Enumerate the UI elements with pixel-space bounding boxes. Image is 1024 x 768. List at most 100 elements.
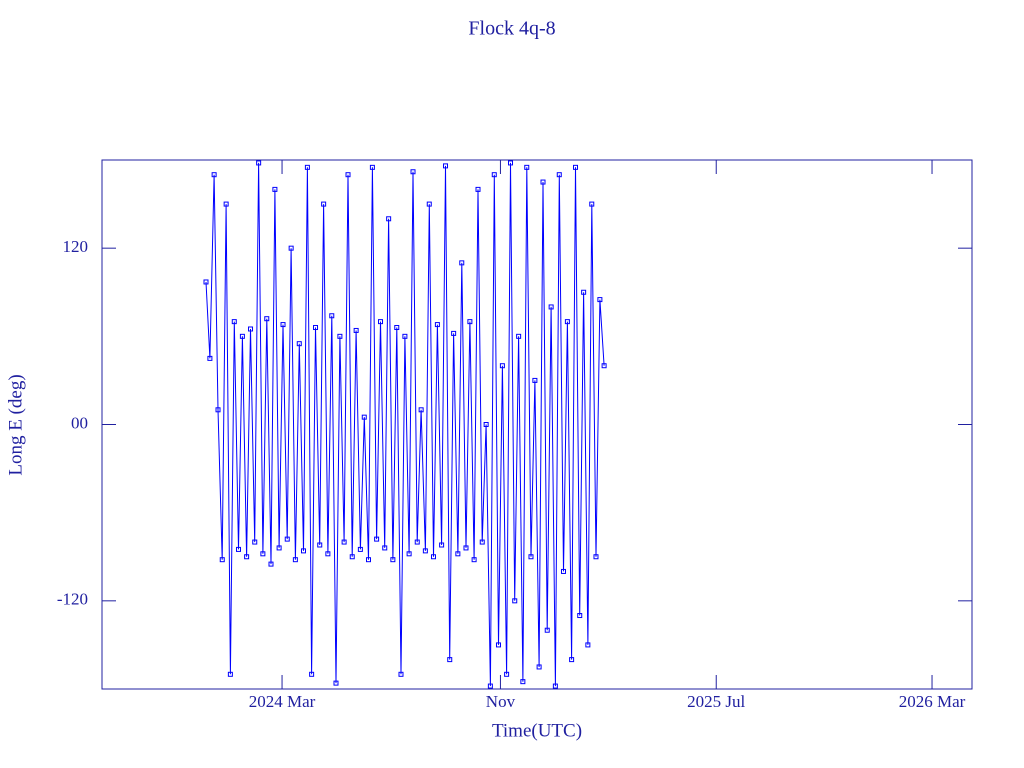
data-point — [430, 554, 436, 560]
data-point — [455, 551, 461, 557]
data-point — [276, 545, 282, 551]
data-point — [207, 355, 213, 361]
data-point — [235, 546, 241, 552]
data-point — [475, 186, 481, 192]
data-point — [390, 557, 396, 563]
data-point — [333, 680, 339, 686]
data-point — [280, 322, 286, 328]
data-point — [491, 172, 497, 178]
plot-area — [203, 160, 607, 689]
data-point — [504, 671, 510, 677]
data-point — [256, 160, 262, 166]
data-point — [597, 297, 603, 303]
data-point — [451, 330, 457, 336]
data-point — [231, 319, 237, 325]
data-point — [227, 671, 233, 677]
data-point — [495, 642, 501, 648]
data-point — [394, 325, 400, 331]
data-point — [252, 539, 258, 545]
x-tick-label: 2026 Mar — [899, 692, 966, 711]
data-point — [471, 557, 477, 563]
data-point — [369, 164, 375, 170]
data-point — [483, 422, 489, 427]
data-point — [317, 542, 323, 548]
data-point — [292, 557, 298, 563]
data-point — [345, 172, 351, 178]
data-point — [577, 613, 583, 619]
data-point — [447, 657, 453, 663]
data-point — [264, 316, 270, 322]
data-point — [211, 172, 217, 178]
data-point — [601, 363, 607, 369]
data-point — [479, 539, 485, 545]
data-point — [215, 407, 221, 413]
data-point — [544, 627, 550, 633]
data-point — [406, 551, 412, 557]
data-point — [512, 598, 518, 604]
data-point — [361, 414, 367, 420]
data-point — [272, 186, 278, 192]
x-axis-label: Time(UTC) — [492, 720, 582, 741]
data-line — [205, 162, 605, 687]
data-point — [536, 664, 542, 670]
data-point — [569, 657, 575, 663]
y-tick-label: 120 — [63, 237, 89, 256]
data-point — [508, 160, 514, 166]
data-point — [325, 551, 331, 557]
data-point — [418, 407, 424, 413]
data-point — [516, 333, 522, 339]
y-tick-label: -120 — [57, 590, 88, 609]
data-point — [244, 554, 250, 560]
data-point — [329, 313, 335, 319]
data-point — [556, 172, 562, 178]
data-point — [365, 557, 371, 563]
data-point — [443, 163, 449, 169]
data-point — [463, 545, 469, 551]
data-point — [439, 542, 445, 548]
data-point — [573, 164, 579, 170]
data-point — [304, 164, 310, 170]
data-point — [321, 201, 327, 207]
data-point — [589, 201, 595, 207]
data-point — [422, 548, 428, 554]
data-point — [357, 546, 363, 552]
data-point — [378, 319, 384, 325]
data-point — [564, 319, 570, 325]
data-point — [524, 164, 530, 170]
data-point — [268, 561, 274, 567]
data-point — [426, 201, 432, 207]
data-point — [434, 322, 440, 328]
data-point — [300, 548, 306, 554]
data-point — [219, 557, 225, 563]
data-point — [560, 568, 566, 574]
data-point — [223, 201, 229, 207]
data-point — [398, 671, 404, 677]
data-point — [528, 554, 534, 560]
data-point — [288, 245, 294, 251]
data-point — [548, 304, 554, 310]
x-tick-label: 2024 Mar — [249, 692, 316, 711]
data-point — [402, 333, 408, 339]
data-point — [284, 536, 290, 542]
y-axis-label: Long E (deg) — [5, 374, 26, 475]
data-point — [248, 326, 254, 332]
data-point — [520, 679, 526, 685]
data-point — [532, 377, 538, 383]
data-point — [459, 260, 465, 266]
data-point — [410, 169, 416, 175]
data-point — [337, 333, 343, 339]
data-point — [414, 539, 420, 545]
data-point — [585, 642, 591, 648]
data-point — [540, 179, 546, 185]
data-point — [203, 279, 209, 285]
data-point — [296, 341, 302, 347]
data-point — [499, 363, 505, 369]
data-point — [309, 671, 315, 677]
y-tick-label: 00 — [71, 413, 88, 432]
data-point — [467, 319, 473, 325]
data-point — [349, 554, 355, 560]
data-point — [386, 216, 392, 222]
data-point — [382, 545, 388, 551]
